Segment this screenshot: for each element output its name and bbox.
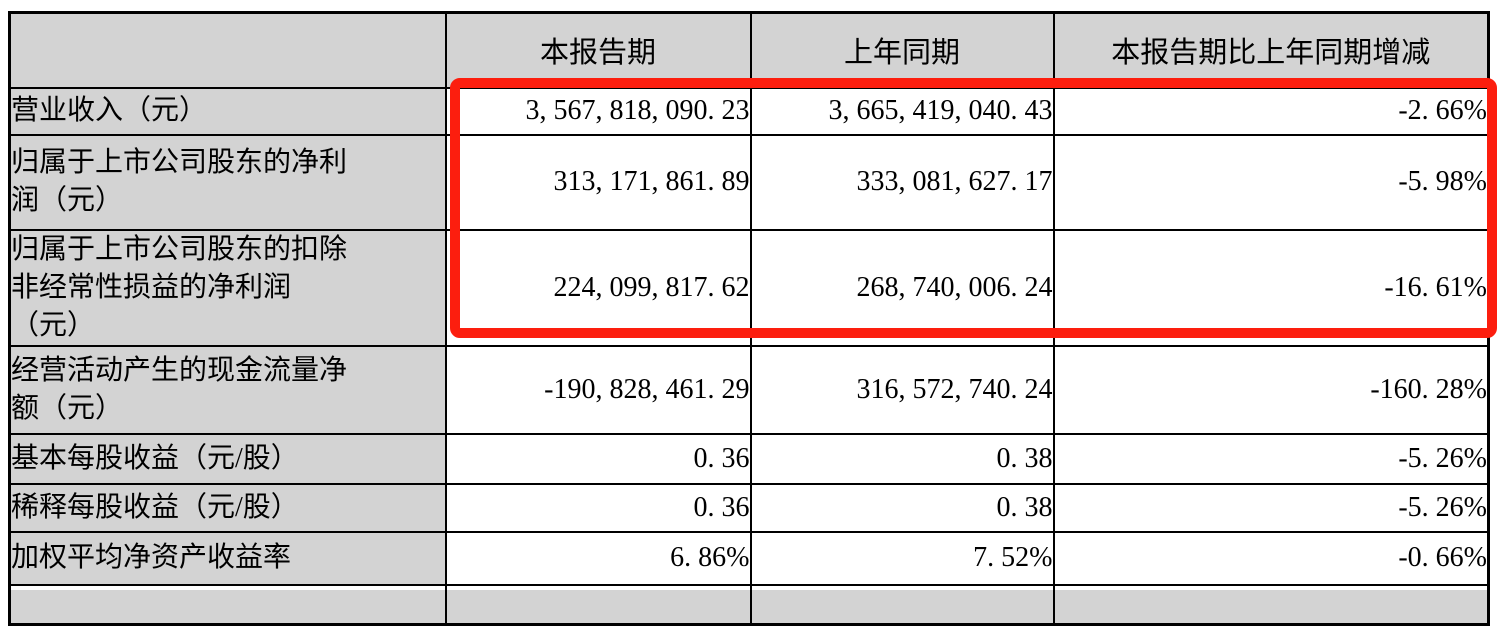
current-period-value: 224, 099, 817. 62 xyxy=(444,228,752,347)
row-label-line: 稀释每股收益（元/股） xyxy=(11,491,299,523)
financial-summary-table: 本报告期 上年同期 本报告期比上年同期增减 营业收入（元） 3, 567, 81… xyxy=(8,11,1490,626)
row-label-line: 润（元） xyxy=(11,185,124,216)
current-period-value: 313, 171, 861. 89 xyxy=(444,133,752,231)
row-label-line: 加权平均净资产收益率 xyxy=(11,542,292,573)
current-period-value: 0. 36 xyxy=(444,482,752,533)
row-label xyxy=(8,583,447,626)
table-row: 稀释每股收益（元/股） 0. 36 0. 38 -5. 26% xyxy=(8,482,1490,533)
change-value: -2. 66% xyxy=(1052,86,1490,136)
current-period-value: 0. 36 xyxy=(444,432,752,485)
current-period-value: 6. 86% xyxy=(444,530,752,586)
current-period-value: -190, 828, 461. 29 xyxy=(444,344,752,435)
row-label-line: 经营活动产生的现金流量净 xyxy=(11,354,348,386)
column-header-prior-period: 上年同期 xyxy=(749,11,1055,89)
change-value: -5. 26% xyxy=(1052,432,1490,485)
current-period-value: 3, 567, 818, 090. 23 xyxy=(444,86,752,136)
report-page: { "colors": { "header_bg": "#d3d3d3", "r… xyxy=(8,11,1497,626)
row-label: 归属于上市公司股东的扣除 非经常性损益的净利润 （元） xyxy=(8,228,447,347)
row-label: 经营活动产生的现金流量净 额（元） xyxy=(8,344,447,435)
change-value xyxy=(1052,583,1490,626)
row-label: 稀释每股收益（元/股） xyxy=(8,482,447,533)
table-row: 基本每股收益（元/股） 0. 36 0. 38 -5. 26% xyxy=(8,432,1490,485)
table-row-partial xyxy=(8,583,1490,626)
table-row: 加权平均净资产收益率 6. 86% 7. 52% -0. 66% xyxy=(8,530,1490,586)
row-label: 归属于上市公司股东的净利 润（元） xyxy=(8,133,447,231)
row-label: 营业收入（元） xyxy=(8,86,447,136)
column-header-change: 本报告期比上年同期增减 xyxy=(1052,11,1490,89)
prior-period-value: 0. 38 xyxy=(749,482,1055,533)
table-row: 营业收入（元） 3, 567, 818, 090. 23 3, 665, 419… xyxy=(8,86,1490,136)
row-label: 加权平均净资产收益率 xyxy=(8,530,447,586)
row-label-line: 非经常性损益的净利润 xyxy=(11,271,292,303)
current-period-value xyxy=(444,583,752,626)
prior-period-value: 0. 38 xyxy=(749,432,1055,485)
row-label-line: 基本每股收益（元/股） xyxy=(11,442,299,474)
header-corner-cell xyxy=(8,11,447,89)
row-label: 基本每股收益（元/股） xyxy=(8,432,447,485)
row-label-line: 归属于上市公司股东的净利 xyxy=(11,147,348,178)
change-value: -5. 26% xyxy=(1052,482,1490,533)
prior-period-value xyxy=(749,583,1055,626)
row-label-line: 营业收入（元） xyxy=(11,95,208,126)
prior-period-value: 333, 081, 627. 17 xyxy=(749,133,1055,231)
prior-period-value: 268, 740, 006. 24 xyxy=(749,228,1055,347)
prior-period-value: 7. 52% xyxy=(749,530,1055,586)
table-row: 归属于上市公司股东的扣除 非经常性损益的净利润 （元） 224, 099, 81… xyxy=(8,228,1490,347)
table-row: 归属于上市公司股东的净利 润（元） 313, 171, 861. 89 333,… xyxy=(8,133,1490,231)
change-value: -0. 66% xyxy=(1052,530,1490,586)
table-row: 经营活动产生的现金流量净 额（元） -190, 828, 461. 29 316… xyxy=(8,344,1490,435)
prior-period-value: 3, 665, 419, 040. 43 xyxy=(749,86,1055,136)
change-value: -16. 61% xyxy=(1052,228,1490,347)
prior-period-value: 316, 572, 740. 24 xyxy=(749,344,1055,435)
change-value: -160. 28% xyxy=(1052,344,1490,435)
row-label-line: （元） xyxy=(11,309,96,341)
change-value: -5. 98% xyxy=(1052,133,1490,231)
row-label-line: 额（元） xyxy=(11,392,124,424)
column-header-current-period: 本报告期 xyxy=(444,11,752,89)
table-header-row: 本报告期 上年同期 本报告期比上年同期增减 xyxy=(8,11,1490,89)
row-label-line: 归属于上市公司股东的扣除 xyxy=(11,233,348,265)
